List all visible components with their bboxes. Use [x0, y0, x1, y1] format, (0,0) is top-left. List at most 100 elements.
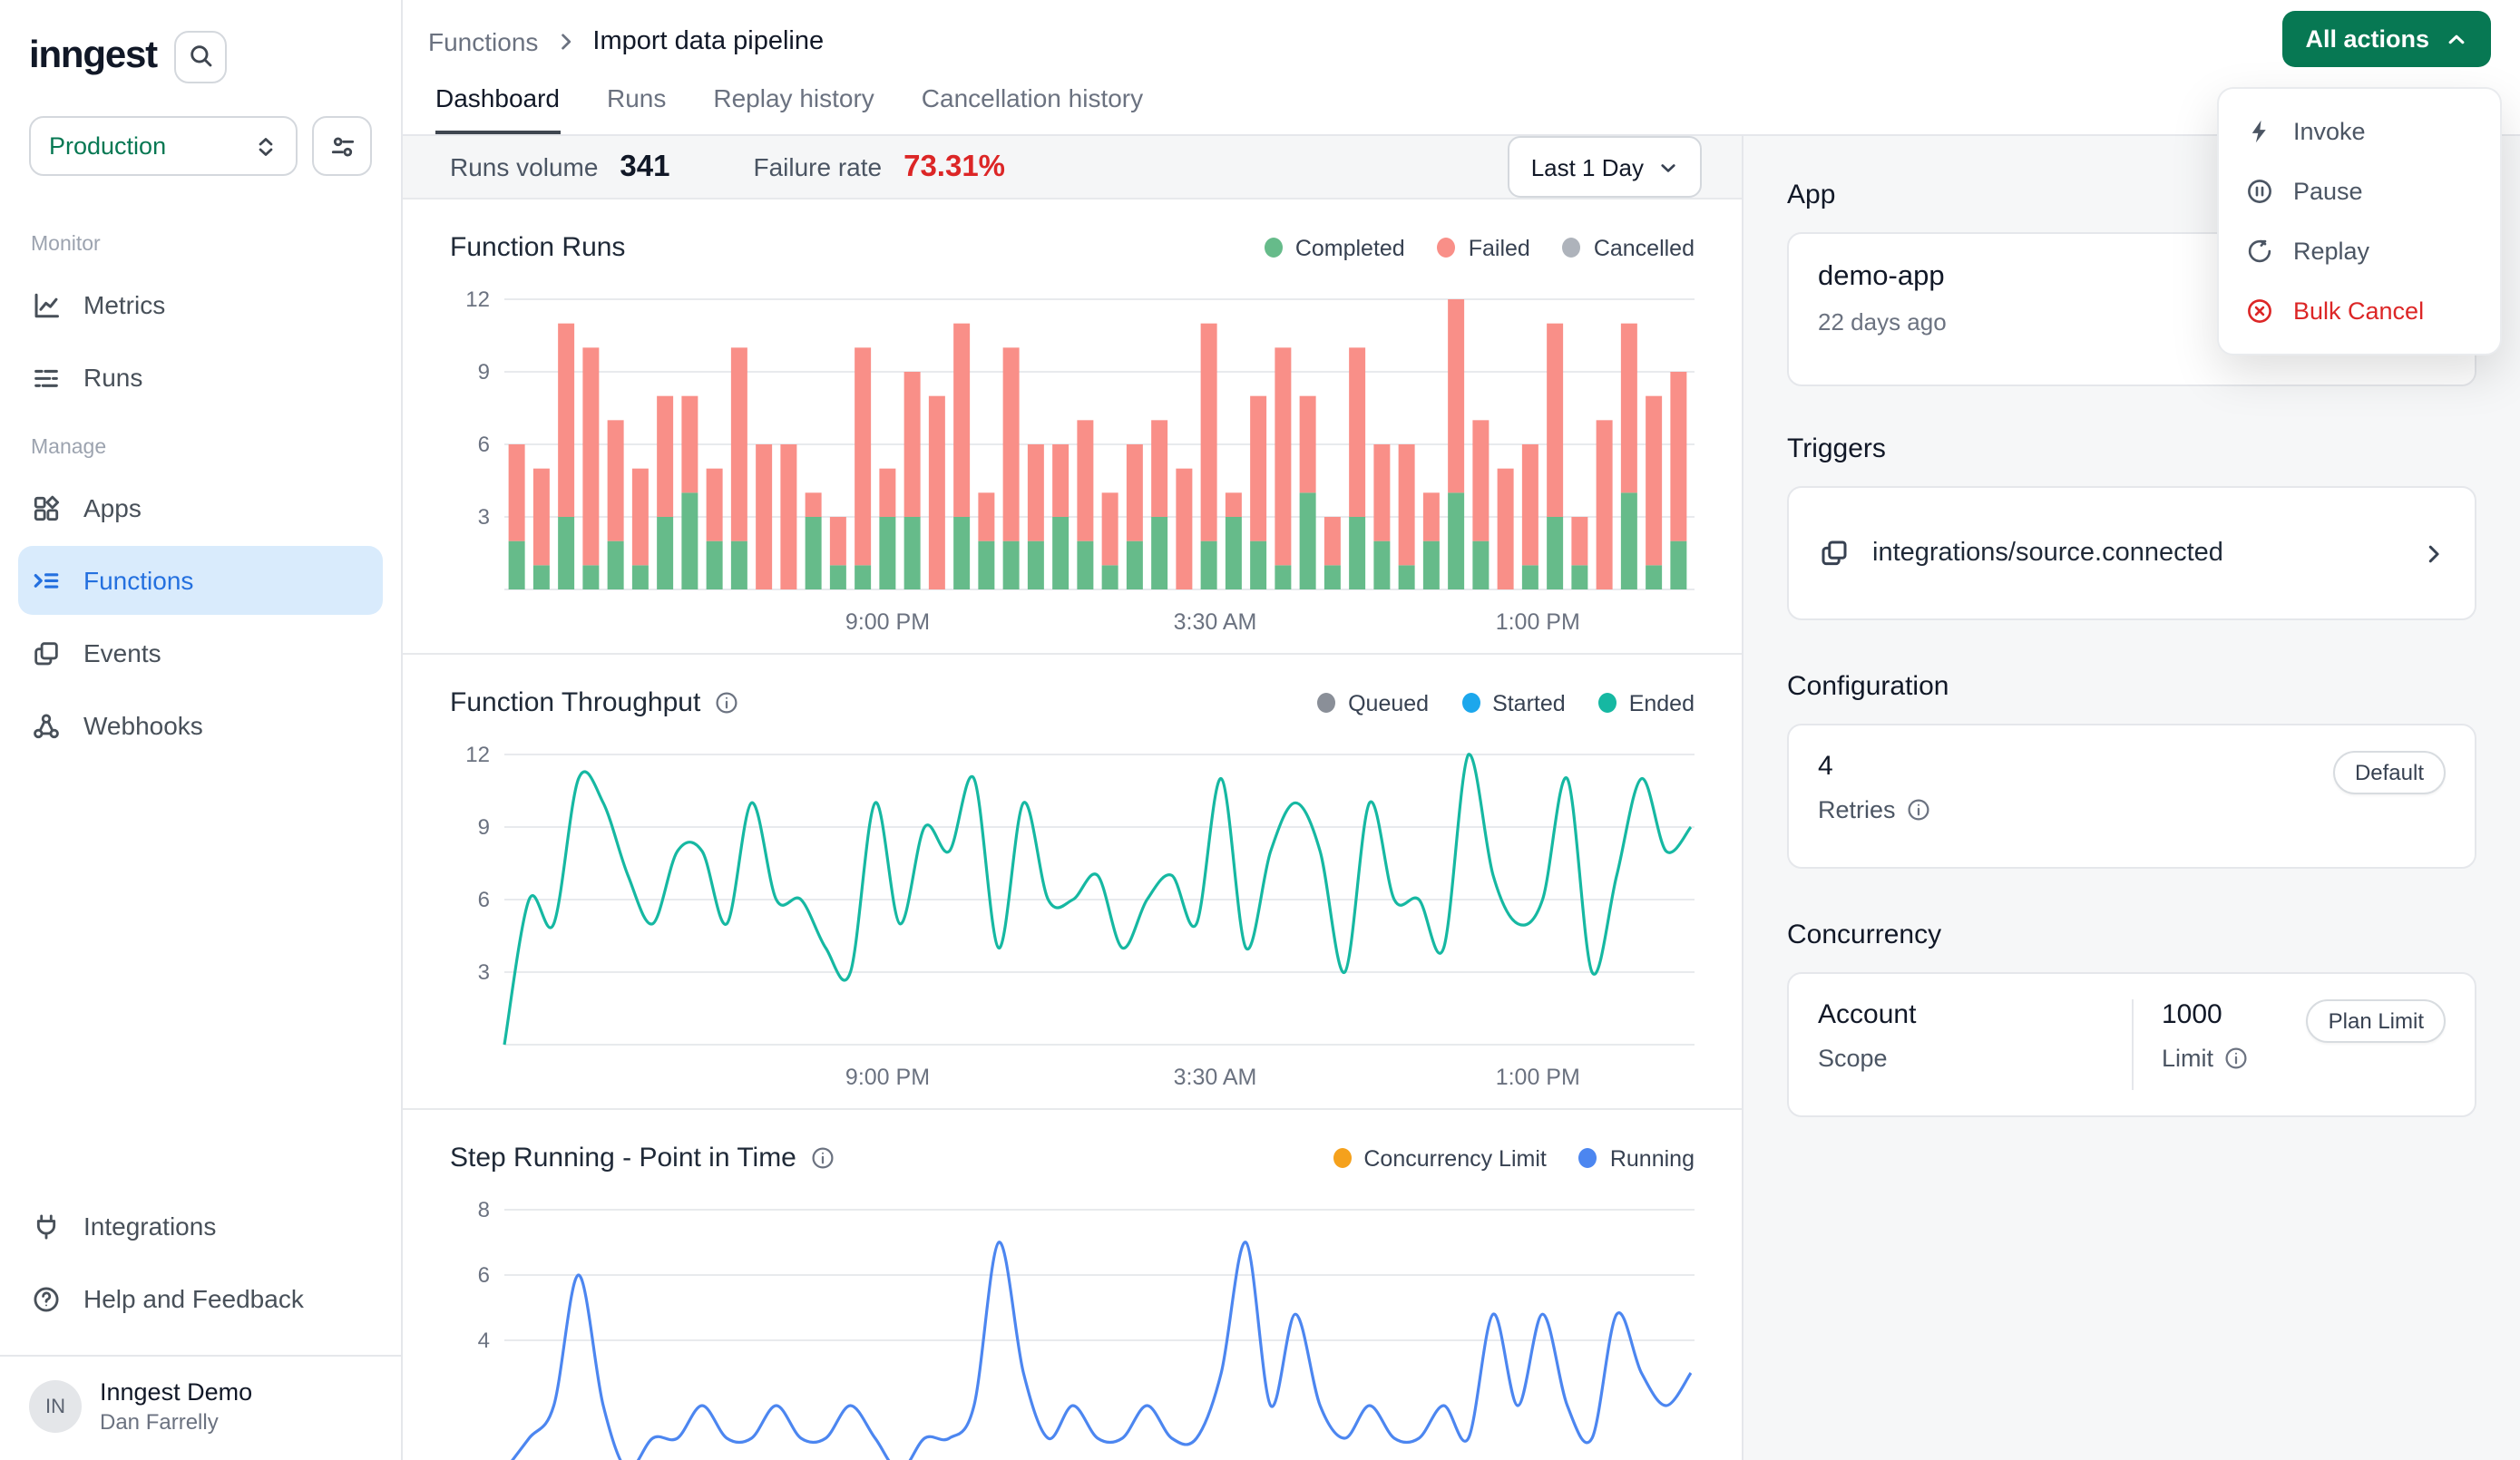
user-account[interactable]: IN Inngest Demo Dan Farrelly [0, 1355, 401, 1460]
functions-icon [31, 565, 62, 596]
tab-bar: Dashboard Runs Replay history Cancellati… [428, 83, 2491, 134]
page-header: Functions Import data pipeline Dashboard… [403, 0, 2520, 136]
breadcrumb-current: Import data pipeline [592, 27, 824, 56]
sliders-icon [327, 131, 357, 161]
chevron-down-icon [1658, 157, 1678, 177]
search-icon [187, 42, 216, 71]
sidebar-item-functions[interactable]: Functions [18, 546, 383, 615]
sidebar-item-integrations[interactable]: Integrations [0, 1192, 401, 1260]
runs-volume-value: 341 [620, 150, 669, 184]
main-area: Functions Import data pipeline Dashboard… [403, 0, 2520, 1460]
svg-text:3: 3 [478, 960, 490, 985]
concurrency-card: Account Scope 1000 Limit Plan Limit [1787, 972, 2476, 1117]
cancel-circle-icon [2246, 297, 2273, 325]
user-org: Inngest Demo [100, 1378, 252, 1406]
function-runs-legend: CompletedFailedCancelled [1265, 235, 1695, 260]
svg-text:4: 4 [478, 1329, 490, 1353]
environment-selector[interactable]: Production [29, 116, 298, 176]
svg-text:6: 6 [478, 1263, 490, 1288]
search-button[interactable] [175, 30, 228, 83]
legend-dot [1438, 238, 1456, 258]
all-actions-button[interactable]: All actions [2281, 11, 2491, 67]
sidebar-footer: Integrations Help and Feedback IN Innges… [0, 1188, 401, 1460]
environment-settings-button[interactable] [312, 116, 372, 176]
sidebar-item-metrics[interactable]: Metrics [0, 270, 401, 339]
trigger-card[interactable]: integrations/source.connected [1787, 486, 2476, 620]
sidebar-item-runs[interactable]: Runs [0, 343, 401, 412]
legend-item: Queued [1317, 690, 1429, 715]
dashboard-column: Runs volume 341 Failure rate 73.31% Last… [403, 136, 1742, 1460]
legend-item: Ended [1598, 690, 1695, 715]
tab-dashboard[interactable]: Dashboard [435, 83, 560, 134]
configuration-heading: Configuration [1787, 671, 2476, 702]
sidebar-item-webhooks[interactable]: Webhooks [0, 691, 401, 760]
sidebar-item-help[interactable]: Help and Feedback [0, 1264, 401, 1333]
info-icon [2224, 1046, 2248, 1070]
webhooks-icon [31, 710, 62, 741]
concurrency-heading: Concurrency [1787, 920, 2476, 950]
sidebar-item-events[interactable]: Events [0, 618, 401, 687]
plug-icon [31, 1211, 62, 1241]
app-root: inngest Production Monitor Metrics Runs [0, 0, 2520, 1460]
legend-dot [1333, 1148, 1351, 1168]
svg-text:12: 12 [465, 744, 490, 767]
legend-item: Concurrency Limit [1333, 1145, 1546, 1171]
svg-text:3:30 AM: 3:30 AM [1174, 609, 1257, 635]
sidebar-nav: Monitor Metrics Runs Manage Apps Functio… [0, 209, 401, 1188]
chevron-right-icon [554, 31, 576, 53]
apps-icon [31, 492, 62, 523]
tab-runs[interactable]: Runs [607, 83, 666, 134]
svg-text:1:00 PM: 1:00 PM [1496, 1065, 1580, 1090]
event-icon [1818, 537, 1851, 569]
svg-text:8: 8 [478, 1199, 490, 1222]
nav-group-manage: Manage [0, 437, 401, 459]
legend-dot [1317, 693, 1335, 713]
help-icon [31, 1283, 62, 1314]
failure-rate-stat: Failure rate 73.31% [753, 150, 1005, 184]
svg-text:6: 6 [478, 888, 490, 912]
triggers-heading: Triggers [1787, 433, 2476, 464]
chevron-up-icon [2446, 28, 2467, 50]
svg-text:6: 6 [478, 433, 490, 457]
tab-cancellation-history[interactable]: Cancellation history [922, 83, 1143, 134]
all-actions-menu: Invoke Pause Replay Bulk Cancel [2217, 87, 2502, 355]
legend-item: Cancelled [1563, 235, 1695, 260]
menu-item-invoke[interactable]: Invoke [2219, 102, 2500, 161]
tab-replay-history[interactable]: Replay history [713, 83, 874, 134]
info-icon [1907, 798, 1930, 822]
function-runs-section: Function Runs CompletedFailedCancelled 1… [403, 200, 1742, 655]
replay-icon [2246, 238, 2273, 265]
time-range-selector[interactable]: Last 1 Day [1508, 136, 1702, 198]
svg-text:9: 9 [478, 360, 490, 384]
environment-label: Production [49, 132, 166, 160]
runs-list-icon [31, 362, 62, 393]
function-throughput-title: Function Throughput [450, 687, 738, 718]
limit-label: Limit [2162, 1045, 2248, 1072]
menu-item-replay[interactable]: Replay [2219, 221, 2500, 281]
legend-dot [1598, 693, 1617, 713]
svg-text:3:30 AM: 3:30 AM [1174, 1065, 1257, 1090]
step-running-legend: Concurrency LimitRunning [1333, 1145, 1695, 1171]
failure-rate-value: 73.31% [903, 150, 1005, 184]
stats-strip: Runs volume 341 Failure rate 73.31% Last… [403, 136, 1742, 200]
menu-item-pause[interactable]: Pause [2219, 161, 2500, 221]
runs-volume-stat: Runs volume 341 [450, 150, 669, 184]
info-icon [715, 691, 738, 715]
pause-icon [2246, 178, 2273, 205]
function-runs-chart: 129639:00 PM3:30 AM1:00 PM [450, 288, 1695, 644]
lightning-icon [2246, 118, 2273, 145]
trigger-event-name: integrations/source.connected [1872, 539, 2400, 568]
svg-text:3: 3 [478, 505, 490, 530]
events-icon [31, 638, 62, 668]
legend-item: Completed [1265, 235, 1405, 260]
limit-value: 1000 [2162, 999, 2248, 1030]
breadcrumb: Functions Import data pipeline [428, 18, 2491, 65]
sidebar-item-apps[interactable]: Apps [0, 473, 401, 542]
svg-text:9:00 PM: 9:00 PM [845, 1065, 930, 1090]
sidebar: inngest Production Monitor Metrics Runs [0, 0, 403, 1460]
svg-text:12: 12 [465, 288, 490, 312]
breadcrumb-functions[interactable]: Functions [428, 27, 538, 56]
retries-card: 4 Retries Default [1787, 724, 2476, 869]
step-running-section: Step Running - Point in Time Concurrency… [403, 1110, 1742, 1460]
menu-item-bulk-cancel[interactable]: Bulk Cancel [2219, 281, 2500, 341]
